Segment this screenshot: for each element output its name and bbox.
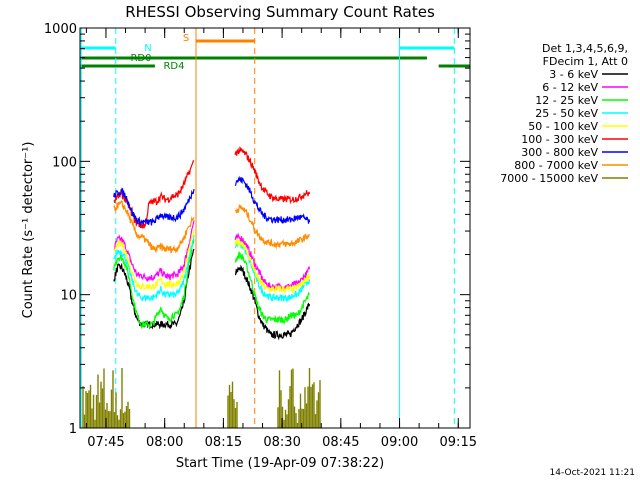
series-3-6-kev <box>113 248 311 341</box>
axes: 1 10 100 1000 07:45 08:00 08:15 08:30 08:45 09:00… <box>44 22 477 450</box>
x-tick-label: 08:00 <box>146 435 183 450</box>
series-line-segment-1 <box>234 264 311 341</box>
state-bar-label-rd0: RD0 <box>130 53 151 64</box>
state-bar-label-s: S <box>183 33 189 44</box>
series-line-segment-0 <box>113 248 195 330</box>
series-50-100-kev <box>113 229 311 295</box>
y-tick-label: 100 <box>52 155 77 170</box>
legend-entry-label: 25 - 50 keV <box>535 107 598 120</box>
series-line-segment-0 <box>113 200 195 254</box>
legend-entry-label: 7000 - 15000 keV <box>500 172 598 185</box>
series-300-800-kev <box>113 175 311 227</box>
chart-title: RHESSI Observing Summary Count Rates <box>125 3 435 21</box>
state-bar-label-n: N <box>144 43 151 54</box>
series-12-25-kev <box>113 239 310 329</box>
series-line-segment-1 <box>234 238 311 295</box>
series-line-segment-1 <box>234 232 311 292</box>
series-line-segment-0 <box>113 234 195 303</box>
y-axis-label: Count Rate (s⁻¹ detector⁻¹) <box>21 142 36 319</box>
series-line-segment-1 <box>234 251 310 325</box>
state-bar-label-rd4: RD4 <box>163 61 184 72</box>
legend-entry-label: 800 - 7000 keV <box>514 159 598 172</box>
series-7000-15000-kev <box>82 368 321 428</box>
legend-entry-label: 6 - 12 keV <box>542 81 598 94</box>
series-800-7000-kev <box>113 200 310 254</box>
series-line-segment-1 <box>234 175 311 225</box>
vertical-markers <box>80 28 455 428</box>
x-tick-label: 08:15 <box>205 435 242 450</box>
plot-frame <box>79 27 471 429</box>
legend-entry-label: 300 - 800 keV <box>521 146 598 159</box>
series-line-segment-1 <box>234 146 311 205</box>
x-axis-label: Start Time (19-Apr-09 07:38:22) <box>176 456 384 471</box>
legend-entry-label: 12 - 25 keV <box>535 94 598 107</box>
series-line-segment-0 <box>113 187 195 227</box>
plot-area <box>80 28 470 428</box>
legend-header-line: Det 1,3,4,5,6,9, <box>542 42 628 55</box>
x-tick-label: 09:15 <box>440 435 477 450</box>
legend: Det 1,3,4,5,6,9,FDecim 1, Att 03 - 6 keV… <box>500 42 628 185</box>
y-tick-label: 1000 <box>44 22 77 37</box>
x-tick-label: 07:45 <box>87 435 124 450</box>
legend-header-line: FDecim 1, Att 0 <box>543 55 628 68</box>
x-tick-label: 08:30 <box>263 435 300 450</box>
x-tick-label: 08:45 <box>322 435 359 450</box>
y-tick-label: 10 <box>60 289 77 304</box>
y-tick-label: 1 <box>69 422 77 437</box>
footer-date: 14-Oct-2021 11:21 <box>550 468 635 478</box>
series-line-segment-1 <box>234 204 310 250</box>
series-line-segment-0 <box>113 239 195 329</box>
plot-frame-background <box>80 28 470 428</box>
legend-entry-label: 50 - 100 keV <box>528 120 598 133</box>
count-rate-series <box>82 146 321 428</box>
series-line-segment-0 <box>113 229 195 292</box>
x-tick-label: 09:00 <box>381 435 418 450</box>
legend-entry-label: 3 - 6 keV <box>549 68 598 81</box>
legend-entry-label: 100 - 300 keV <box>521 133 598 146</box>
